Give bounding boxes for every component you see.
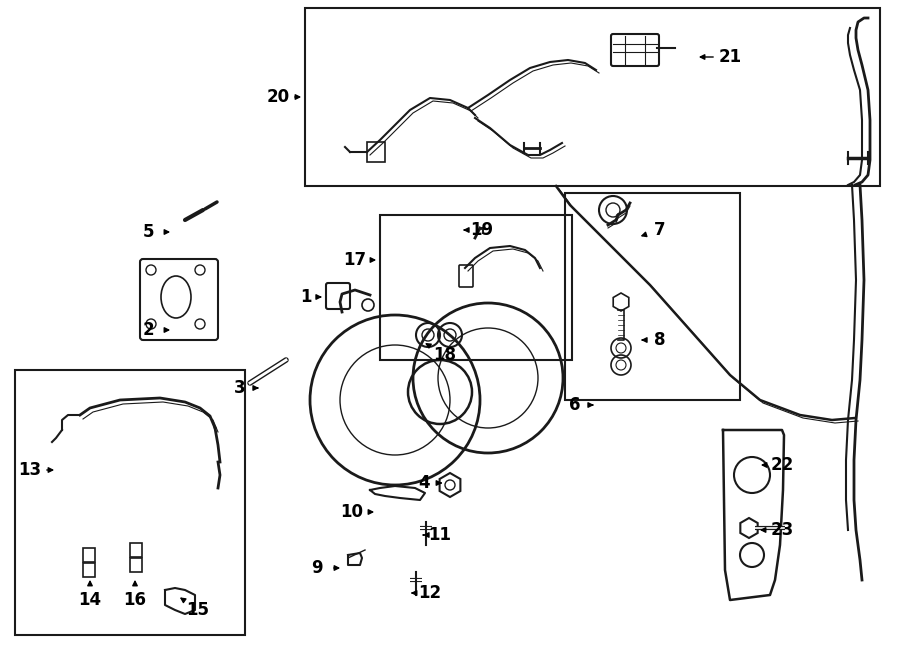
Text: 11: 11 (428, 526, 452, 544)
Text: 17: 17 (344, 251, 366, 269)
Text: 14: 14 (78, 591, 102, 609)
Text: 6: 6 (569, 396, 580, 414)
Text: 23: 23 (770, 521, 794, 539)
Text: 22: 22 (770, 456, 794, 474)
Text: 9: 9 (311, 559, 323, 577)
Text: 10: 10 (340, 503, 364, 521)
Text: 21: 21 (718, 48, 742, 66)
Text: 3: 3 (234, 379, 246, 397)
Text: 15: 15 (186, 601, 210, 619)
Text: 20: 20 (266, 88, 290, 106)
Text: 5: 5 (142, 223, 154, 241)
Text: 7: 7 (654, 221, 666, 239)
FancyBboxPatch shape (130, 543, 142, 557)
FancyBboxPatch shape (140, 259, 218, 340)
Bar (15, 370, 245, 635)
FancyBboxPatch shape (459, 265, 473, 287)
Text: 16: 16 (123, 591, 147, 609)
Polygon shape (723, 430, 784, 600)
Bar (305, 8, 880, 186)
Text: 1: 1 (301, 288, 311, 306)
FancyBboxPatch shape (83, 548, 95, 562)
Text: 4: 4 (418, 474, 430, 492)
Text: 18: 18 (434, 346, 456, 364)
FancyBboxPatch shape (611, 34, 659, 66)
Text: 8: 8 (654, 331, 666, 349)
Text: 12: 12 (418, 584, 442, 602)
Polygon shape (348, 553, 362, 565)
FancyBboxPatch shape (130, 558, 142, 572)
FancyBboxPatch shape (326, 283, 350, 309)
Text: 13: 13 (18, 461, 41, 479)
Text: 19: 19 (471, 221, 493, 239)
Text: 2: 2 (142, 321, 154, 339)
Bar (380, 215, 572, 360)
Bar (565, 193, 740, 400)
FancyBboxPatch shape (83, 563, 95, 577)
